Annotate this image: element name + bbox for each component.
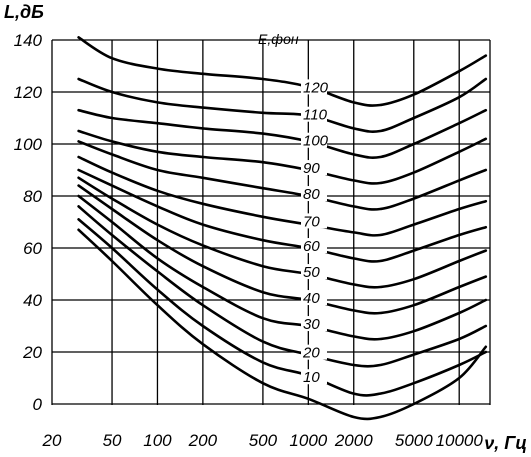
curves bbox=[77, 36, 488, 421]
y-tick-label: 0 bbox=[33, 395, 43, 414]
curve-label: 40 bbox=[303, 290, 320, 307]
curve-label: 80 bbox=[303, 186, 320, 203]
curve-100 bbox=[77, 108, 488, 159]
curve-120 bbox=[77, 36, 488, 107]
y-tick-label: 100 bbox=[14, 135, 43, 154]
curve-label-bg bbox=[301, 369, 327, 385]
y-tick-label: 60 bbox=[23, 239, 42, 258]
y-tick-label: 140 bbox=[14, 31, 43, 50]
curve-label-bg bbox=[301, 238, 327, 254]
curve-label: 50 bbox=[303, 264, 320, 281]
y-tick-label: 80 bbox=[23, 187, 42, 206]
curve-30 bbox=[77, 194, 488, 341]
x-tick-label: 20 bbox=[42, 431, 62, 450]
curve-label: 70 bbox=[303, 213, 320, 230]
x-tick-label: 5000 bbox=[395, 431, 433, 450]
x-tick-label: 2000 bbox=[334, 431, 373, 450]
x-tick-label: 10000 bbox=[436, 431, 484, 450]
curve-110 bbox=[77, 77, 488, 133]
curve-label: 20 bbox=[302, 345, 320, 362]
curve-threshold bbox=[77, 228, 488, 421]
x-tick-label: 200 bbox=[188, 431, 218, 450]
curve-40 bbox=[77, 184, 488, 315]
curve-label: 10 bbox=[303, 369, 320, 386]
x-tick-label: 1000 bbox=[289, 431, 327, 450]
curve-label-bg bbox=[301, 132, 327, 148]
curve-label-bg bbox=[301, 79, 327, 95]
y-axis-title: L,дБ bbox=[4, 2, 44, 22]
curve-label-bg bbox=[301, 344, 327, 360]
curve-label-bg bbox=[301, 160, 327, 176]
y-tick-label: 120 bbox=[14, 83, 43, 102]
legend-title: E,фон bbox=[258, 31, 299, 47]
curve-label: 30 bbox=[303, 316, 320, 333]
curve-label-bg bbox=[301, 213, 327, 229]
curve-20 bbox=[77, 205, 488, 368]
curve-label-bg bbox=[301, 290, 327, 306]
x-tick-label: 50 bbox=[103, 431, 122, 450]
curve-label: 90 bbox=[303, 160, 320, 177]
curve-label: 60 bbox=[303, 238, 320, 255]
x-tick-label: 500 bbox=[249, 431, 278, 450]
y-tick-label: 20 bbox=[22, 343, 42, 362]
curve-label: 120 bbox=[303, 79, 329, 96]
y-tick-label: 40 bbox=[23, 291, 42, 310]
x-tick-label: 100 bbox=[143, 431, 172, 450]
curve-label-bg bbox=[301, 186, 327, 202]
curve-label: 110 bbox=[303, 107, 328, 124]
curve-label-bg bbox=[301, 106, 327, 122]
x-axis-title: ν, Гц bbox=[484, 433, 527, 453]
curve-label-bg bbox=[301, 316, 327, 332]
labels: 0 20 40 60 80 100 120 140 20 50 100 200 500 1000 2000 5… bbox=[14, 31, 484, 450]
curve-label-bg bbox=[301, 264, 327, 280]
curve-label: 100 bbox=[303, 133, 329, 150]
